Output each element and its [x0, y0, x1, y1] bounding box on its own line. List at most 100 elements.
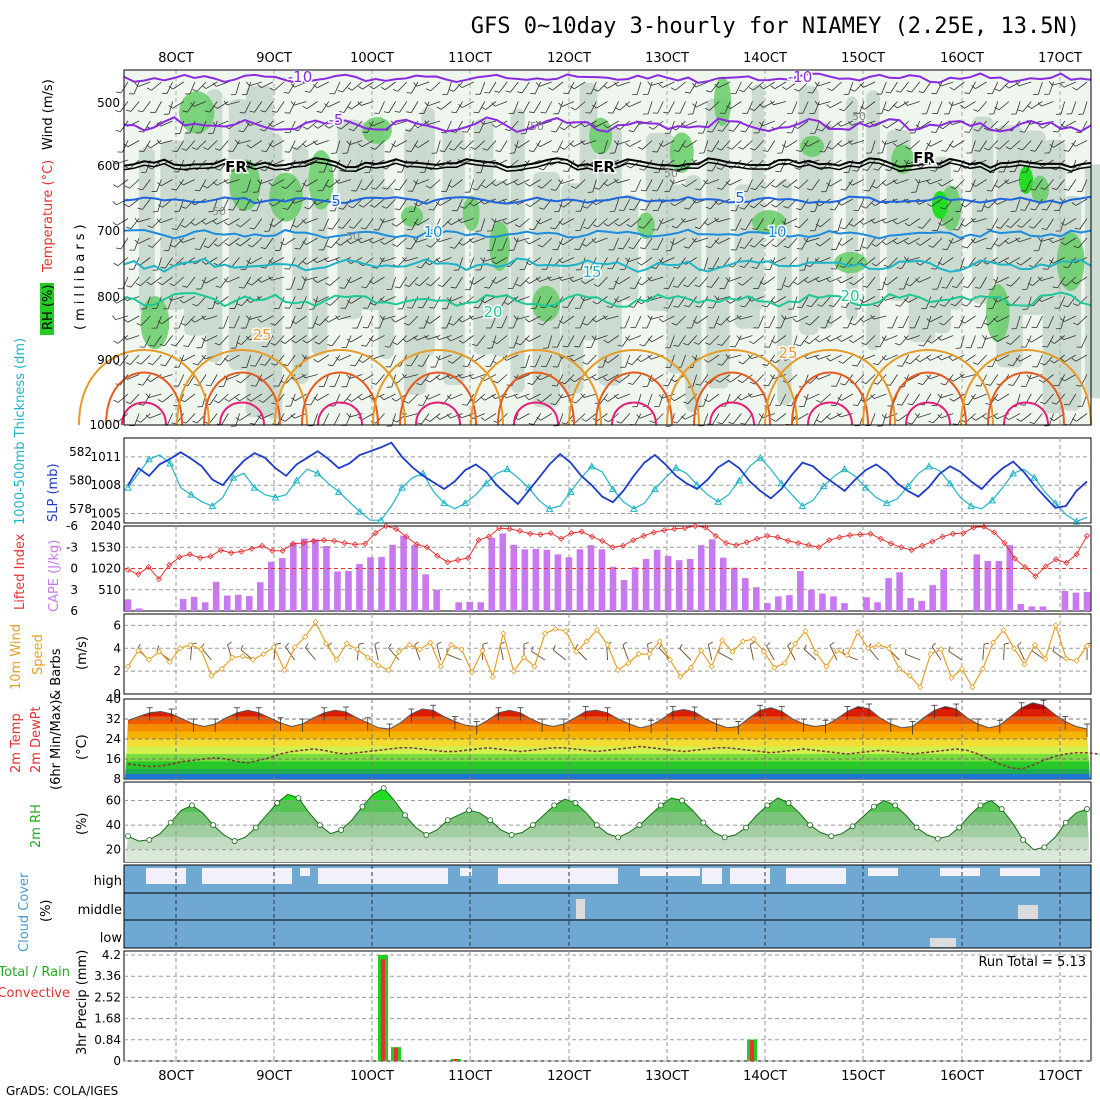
wind-barb — [333, 159, 341, 172]
wind-barb — [837, 218, 843, 232]
wind-barb — [1064, 237, 1077, 246]
rh-mid-region — [421, 106, 435, 357]
wind-barb-flag — [574, 345, 580, 348]
wind-barb-flag — [994, 107, 1000, 111]
wind-barb-flag — [112, 160, 116, 165]
wind-barb-flag — [881, 219, 886, 224]
wind-barb-flag — [1029, 421, 1035, 425]
wind-barb — [670, 354, 675, 368]
wind-barb — [313, 296, 318, 310]
wind-barb-flag — [751, 228, 757, 230]
wind-barb — [289, 257, 296, 270]
rh-2m-point — [295, 795, 302, 801]
wind-barb — [289, 140, 296, 153]
wind-barb — [330, 237, 341, 248]
wind-barb-flag — [360, 227, 366, 230]
wind-barb-flag — [337, 226, 343, 229]
wind-barb — [331, 335, 341, 347]
cape-bar — [201, 602, 209, 611]
wind-barb — [724, 276, 731, 289]
wind-barb — [595, 315, 608, 323]
cloud-clear-gap — [202, 868, 292, 884]
wind-barb-flag — [658, 318, 664, 323]
wind-barb — [244, 101, 252, 114]
wind-barb — [394, 120, 407, 126]
wind-barb-flag — [558, 179, 562, 184]
wind-barb-flag — [807, 91, 813, 94]
wind-barb — [903, 276, 909, 290]
wind-barb — [273, 218, 285, 227]
isotherm-25-arch — [960, 349, 1092, 426]
wind-barb-flag — [725, 181, 730, 186]
wind-barb-flag — [583, 226, 589, 230]
wind-barb — [818, 374, 831, 380]
wind-barb — [397, 81, 408, 92]
wind-barb — [436, 140, 441, 154]
wind-barb — [150, 140, 162, 149]
wind-barb — [116, 218, 129, 226]
lifted-index-point — [1022, 564, 1029, 571]
cloud-clear-gap — [940, 868, 980, 876]
wind-barb-flag — [269, 223, 275, 227]
wind-barb — [1047, 315, 1054, 329]
wind-barb-flag — [525, 280, 530, 284]
wind-barb-flag — [716, 322, 722, 326]
bottom-date-label: 12OCT — [547, 1069, 591, 1084]
wind-barb — [956, 276, 965, 288]
wind-barb — [161, 179, 173, 187]
wind-barb — [405, 374, 419, 379]
cloud-middle-label: middle — [78, 903, 122, 918]
wind-barb-flag — [424, 101, 429, 107]
wind-barb-flag — [449, 148, 455, 151]
thickness-point — [334, 487, 343, 495]
wind-barb — [360, 101, 374, 106]
wind-barb — [707, 218, 720, 226]
wind-barb-flag — [673, 266, 679, 269]
wind-barb-flag — [680, 122, 686, 127]
wind-barb — [354, 354, 363, 367]
wind-barb — [642, 140, 653, 150]
wind-barb-flag — [113, 419, 119, 423]
wind-barb — [922, 218, 932, 229]
wind-barb — [721, 140, 731, 151]
wind-barb-flag — [792, 318, 797, 323]
wind-10m-barb — [305, 647, 316, 661]
wind-speed-point — [510, 668, 517, 675]
wind-barb — [127, 315, 140, 323]
wind-barb-flag — [138, 403, 144, 406]
wind-barb-flag — [730, 345, 736, 348]
wind-barb-flag — [762, 305, 768, 308]
wind-barb — [806, 354, 820, 360]
wind-barb-flag — [416, 422, 422, 425]
cape-bar — [587, 545, 595, 611]
wind-barb — [935, 159, 943, 172]
wind-barb-flag — [971, 183, 976, 187]
wind-barb — [160, 120, 173, 127]
wind-barb — [497, 374, 508, 384]
wind-speed-point — [521, 654, 528, 661]
wind-barb-flag — [268, 275, 272, 281]
wind-barb-flag — [692, 103, 697, 108]
wind-barb-flag — [993, 337, 998, 342]
rh-2m-point — [146, 836, 153, 843]
cloud-high-label: high — [94, 874, 122, 889]
wind-barb-flag — [302, 241, 307, 245]
wind-barb — [529, 276, 541, 284]
wind-barb-flag — [491, 102, 496, 107]
wind-barb-flag — [435, 415, 441, 420]
wind-barb-flag — [1071, 357, 1076, 362]
wind-barb-flag — [146, 87, 152, 91]
wind-barb-flag — [280, 241, 285, 246]
lifted-index-point — [496, 525, 503, 532]
rh-2m-point — [700, 819, 707, 826]
cloud-clear-gap — [460, 868, 472, 876]
wind-barb — [646, 315, 653, 329]
wind-barb-flag — [962, 246, 968, 249]
wind-barb-flag — [648, 126, 654, 130]
wind-barb — [430, 237, 441, 248]
wind-barb — [245, 315, 252, 329]
wind-barb — [1033, 296, 1043, 307]
wind-barb — [787, 374, 798, 384]
wind-barb-flag — [919, 151, 925, 153]
wind-barb-flag — [626, 223, 632, 228]
